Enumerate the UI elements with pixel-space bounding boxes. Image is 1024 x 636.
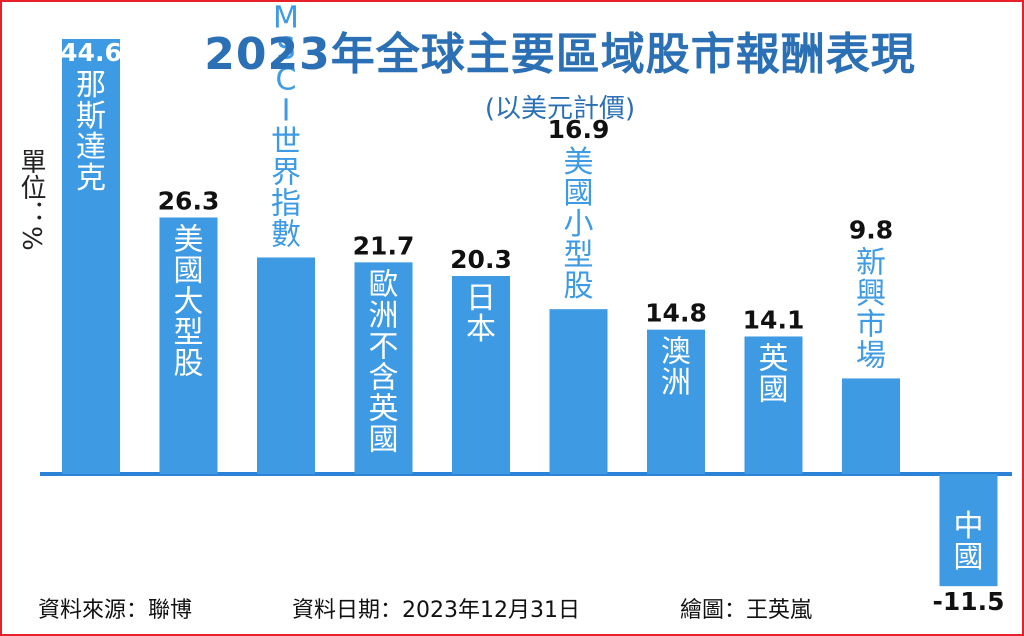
footer-source: 資料來源：聯博: [38, 598, 193, 623]
category-label-1: 美國大型股: [174, 222, 204, 381]
bar-9: [939, 474, 998, 587]
category-label-6: 澳洲: [661, 335, 691, 401]
category-label-2: M S C I 世界指數: [271, 0, 301, 252]
bar-3: [354, 262, 413, 474]
bar-1: [159, 217, 218, 474]
category-label-5: 美國小型股: [564, 145, 594, 304]
bar-5: [549, 309, 608, 474]
y-axis-unit-label: 單位：%: [16, 148, 46, 251]
value-label-7: 14.1: [743, 305, 805, 334]
bar-4: [452, 276, 510, 474]
value-label-1: 26.3: [158, 186, 220, 215]
footer-credit: 繪圖：王英嵐: [680, 598, 813, 623]
category-label-9: 中國: [954, 509, 984, 575]
bar-6: [647, 329, 705, 474]
bar-2: [257, 257, 315, 474]
value-label-5: 16.9: [548, 115, 610, 144]
chart-subtitle: (以美元計價): [484, 94, 636, 124]
value-label-6: 14.8: [645, 299, 707, 328]
value-label-8: 9.8: [849, 215, 893, 244]
category-label-7: 英國: [759, 341, 789, 407]
category-label-3: 歐洲不含英國: [369, 267, 399, 457]
category-label-0: 那斯達克: [76, 68, 106, 196]
category-label-8: 新興市場: [856, 245, 886, 373]
value-label-9: -11.5: [932, 587, 1004, 616]
value-label-3: 21.7: [353, 231, 415, 260]
category-label-4: 日本: [466, 281, 496, 347]
bar-0: [62, 39, 120, 474]
bar-7: [744, 336, 803, 474]
bar-8: [842, 378, 900, 474]
value-label-4: 20.3: [450, 245, 512, 274]
chart-title: 2023年全球主要區域股市報酬表現: [204, 29, 916, 80]
value-label-0: 44.6: [60, 38, 122, 67]
footer-date: 資料日期：2023年12月31日: [292, 598, 580, 623]
